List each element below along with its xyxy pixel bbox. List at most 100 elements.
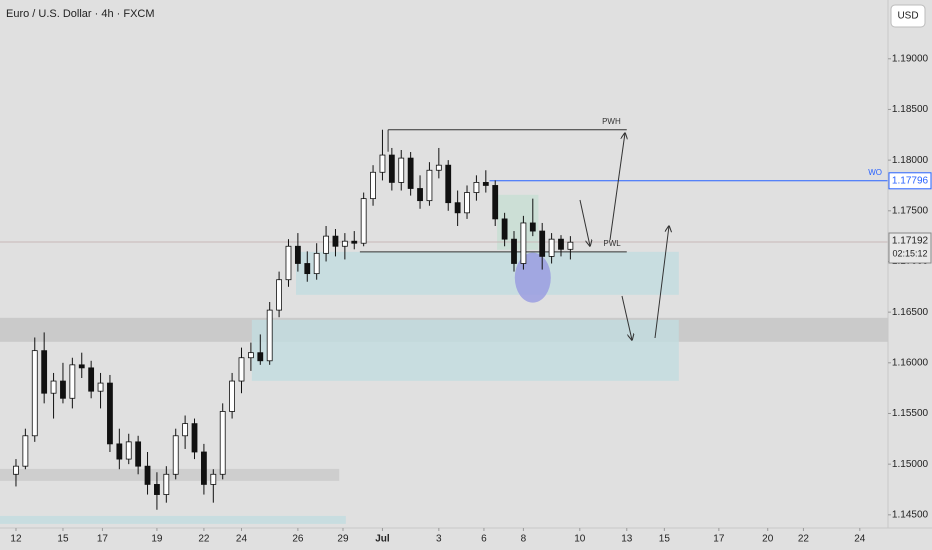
price-tag [888,172,932,190]
y-tick-label: 1.15500 [892,408,929,419]
candle-body [107,382,113,445]
plot: PWH PWL WO [0,117,888,510]
candle-body [370,171,376,200]
level-label: PWL [603,239,621,248]
x-tick-label: 20 [762,534,774,545]
candle-body [60,380,66,399]
candle-body [294,245,301,264]
x-tick-label: 3 [436,534,442,545]
y-tick-label: 1.16000 [892,357,929,368]
candle-body [482,182,489,186]
x-tick-label: 10 [574,534,586,545]
x-tick-label: 6 [481,534,487,545]
candle-body [351,240,358,244]
x-tick-label: 22 [198,534,210,545]
projection-arrows [579,133,669,340]
highlight [514,252,551,303]
zone [251,319,679,381]
candle-body [238,357,245,382]
candle-body [247,352,254,359]
candle-body [191,423,198,453]
candle-body [22,435,29,467]
x-tick-label: 24 [854,534,866,545]
candle-body [276,279,282,311]
arrow [621,295,632,340]
level-label: WO [868,168,882,177]
x-tick-label: 17 [97,534,109,545]
x-tick-label: 12 [10,534,22,545]
candle-body [135,441,142,467]
zone [296,251,679,295]
price-tag-label: 1.17796 [892,175,929,186]
candle-body [88,367,95,392]
candle-body [144,465,151,485]
arrow [654,226,669,339]
candle-body [454,202,461,214]
candle-body [398,157,405,183]
candle-body [529,222,536,232]
zone [0,468,340,481]
candle-body [464,192,470,214]
candle-body [407,157,414,189]
candle-body [163,473,170,495]
candle-body [341,240,348,247]
chart-title: Euro / U.S. Dollar · 4h · FXCM [6,8,155,20]
candle-body [229,380,236,412]
x-tick-label: 24 [236,534,248,545]
candle-body [31,350,38,437]
candle-body [257,352,264,362]
candle-body [313,252,320,275]
candle-body [360,198,367,244]
candle-body [435,164,442,171]
candle-body [426,169,433,202]
last-price-label: 1.17192 [892,236,929,247]
x-tick-label: 19 [151,534,163,545]
y-tick-label: 1.14500 [892,509,929,520]
y-tick-label: 1.18000 [892,155,929,166]
candle-body [41,350,48,394]
last-price-tag [888,232,932,264]
y-tick-label: 1.19000 [892,53,929,64]
candle-body [266,309,273,362]
candle-body [558,238,564,250]
candle-body [323,235,329,254]
candle-body [182,423,189,437]
candle-body [539,230,546,257]
candle-body [445,164,452,204]
candle-body [210,473,217,485]
x-tick-label: 29 [337,534,349,545]
candle-body [473,182,480,193]
candle-body [379,154,386,173]
candle-body [388,154,395,183]
candle-body [520,222,527,264]
currency-button[interactable] [890,4,926,28]
x-tick-label: Jul [375,534,390,545]
candle-body [548,238,555,257]
y-tick-label: 1.16500 [892,307,929,318]
candle-body [13,465,19,475]
x-tick-label: 22 [798,534,810,545]
candle-body [219,411,226,475]
candle-body [78,364,85,369]
arrow [609,133,625,241]
level-label: PWH [602,117,621,126]
candle-body [116,443,123,460]
x-tick-label: 13 [621,534,633,545]
candle-body [304,263,311,275]
y-tick-label: 1.18500 [892,104,929,115]
countdown: 02:15:12 [892,248,927,258]
candle-body [50,380,57,394]
candle-body [567,241,574,250]
candle-body [154,484,160,495]
candle-body [417,188,423,202]
candle-body [492,185,499,220]
candle-body [172,435,179,475]
y-tick-label: 1.15000 [892,459,929,470]
candle-body [69,364,76,399]
candle-body [501,218,508,240]
candle-body [125,441,132,460]
currency[interactable]: USD [897,11,918,22]
x-tick-label: 17 [713,534,725,545]
candle-body [201,451,207,485]
